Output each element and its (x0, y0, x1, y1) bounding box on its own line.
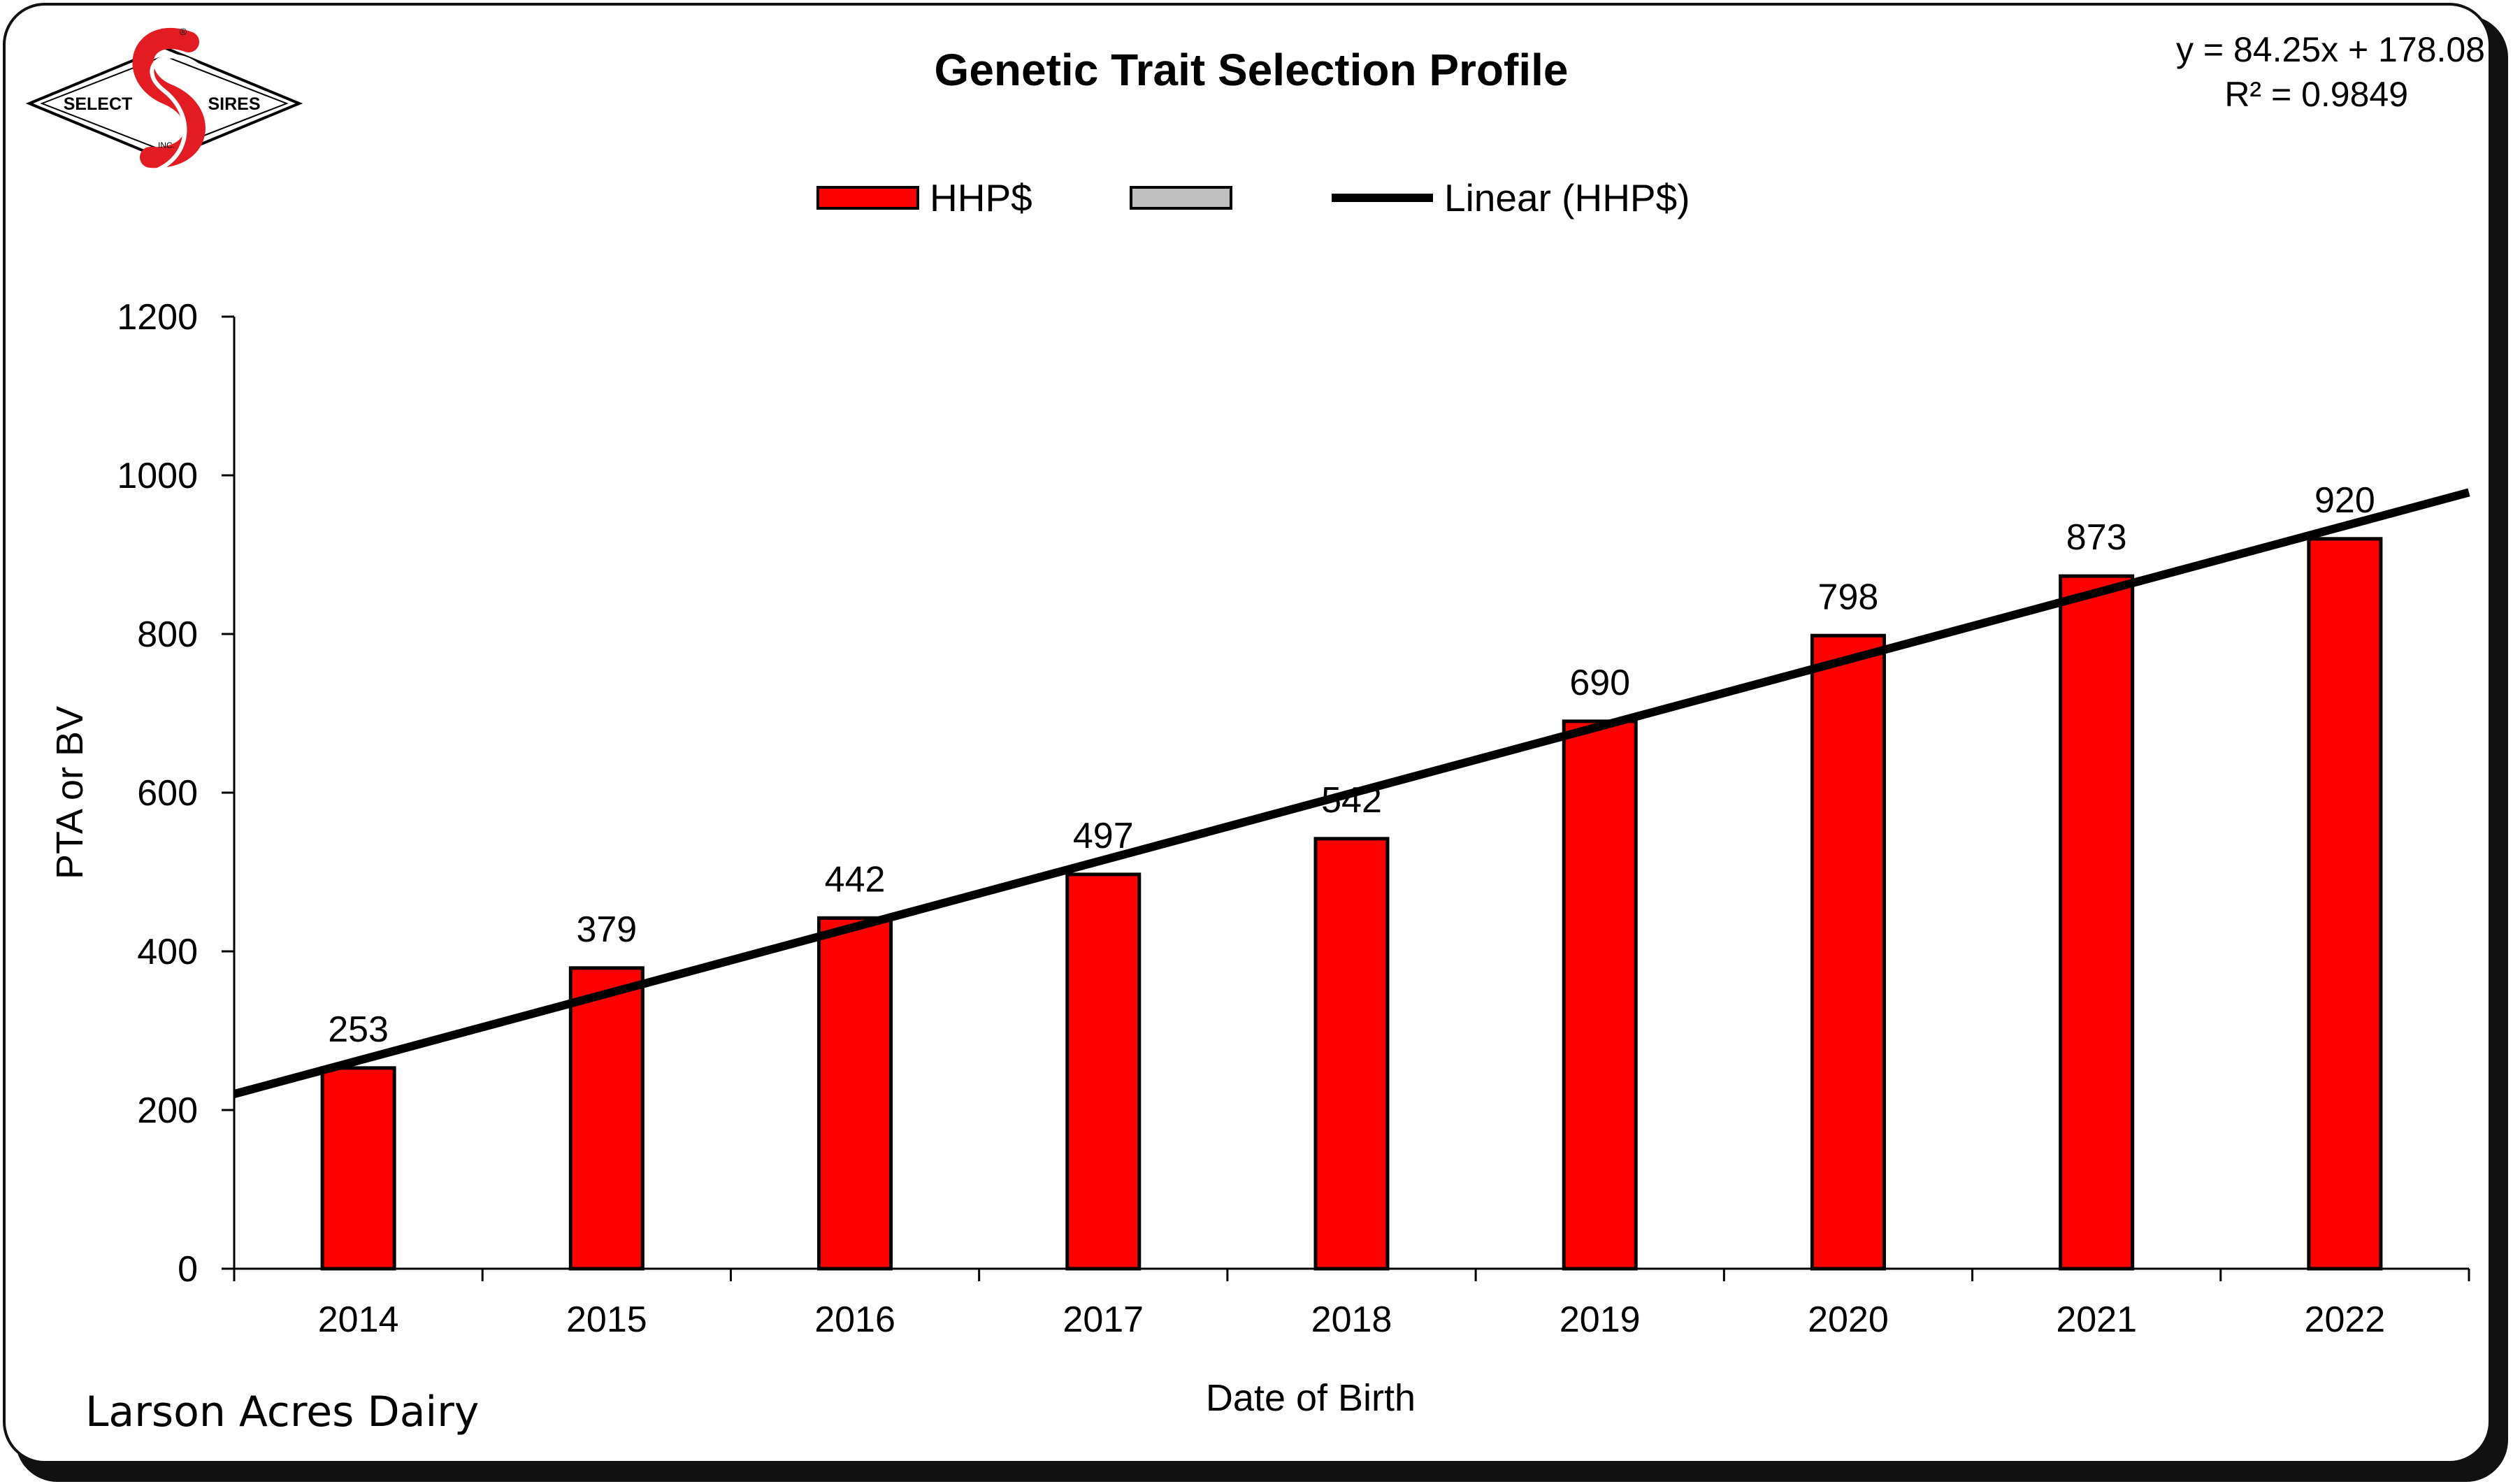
x-tick-label: 2022 (2305, 1299, 2386, 1340)
trendline-equation: y = 84.25x + 178.08 (2176, 30, 2485, 69)
x-axis-title: Date of Birth (1206, 1377, 1416, 1419)
bar (1065, 872, 1142, 1271)
y-axis-ticks: 0 200 400 600 800 1000 1200 (117, 297, 234, 1290)
trendline-linear-hhp (233, 488, 2470, 1098)
y-tick-label: 800 (137, 614, 198, 655)
x-tick-label: 2014 (318, 1299, 399, 1340)
bar (2307, 537, 2383, 1271)
data-label: 873 (2066, 517, 2127, 558)
bar (1562, 719, 1638, 1271)
logo-small-text: INC. (158, 141, 175, 150)
select-sires-logo: SELECT SIRES INC. ® (25, 26, 303, 177)
chart-legend: HHP$ Linear (HHP$) (816, 176, 1690, 219)
bar (1810, 633, 1886, 1271)
y-tick-label: 1000 (117, 456, 198, 496)
chart-title: Genetic Trait Selection Profile (935, 45, 1569, 95)
data-label: 798 (1818, 577, 1879, 617)
bar (1313, 837, 1390, 1271)
y-tick-label: 1200 (117, 297, 198, 338)
x-tick-label: 2019 (1560, 1299, 1641, 1340)
logo-diamond-inner (40, 55, 289, 152)
bar (320, 1066, 396, 1271)
y-tick-label: 400 (137, 932, 198, 972)
x-tick-label: 2018 (1311, 1299, 1392, 1340)
logo-s-highlight (138, 54, 201, 177)
data-label: 497 (1073, 816, 1134, 856)
trendline-r-squared: R² = 0.9849 (2224, 75, 2408, 114)
x-tick-label: 2020 (1808, 1299, 1889, 1340)
y-tick-label: 600 (137, 773, 198, 814)
bar-series-hhp (320, 537, 2383, 1271)
x-tick-label: 2021 (2056, 1299, 2137, 1340)
data-label: 253 (328, 1009, 389, 1050)
bar (568, 966, 645, 1271)
y-tick-label: 0 (178, 1249, 198, 1290)
data-label: 379 (576, 909, 637, 950)
legend-swatch-gray (1130, 186, 1232, 210)
data-label: 920 (2314, 480, 2375, 521)
logo-registered-mark: ® (180, 26, 187, 37)
x-axis-ticks: 2014 2015 2016 2017 2018 2019 2020 2021 2022 (233, 1269, 2470, 1340)
logo-left-text: SELECT (64, 94, 133, 114)
legend-label-hhp: HHP$ (930, 176, 1032, 219)
bar (2059, 574, 2135, 1271)
y-tick-label: 200 (137, 1090, 198, 1131)
y-axis-title: PTA or BV (49, 706, 91, 879)
x-tick-label: 2017 (1063, 1299, 1144, 1340)
x-tick-label: 2016 (814, 1299, 895, 1340)
legend-swatch-hhp (816, 186, 919, 210)
x-tick-label: 2015 (566, 1299, 647, 1340)
farm-name: Larson Acres Dairy (85, 1388, 479, 1436)
data-label: 690 (1569, 663, 1630, 703)
logo-right-text: SIRES (208, 94, 260, 114)
data-label: 442 (825, 859, 886, 900)
bar (817, 916, 893, 1271)
legend-label-linear: Linear (HHP$) (1444, 176, 1690, 219)
